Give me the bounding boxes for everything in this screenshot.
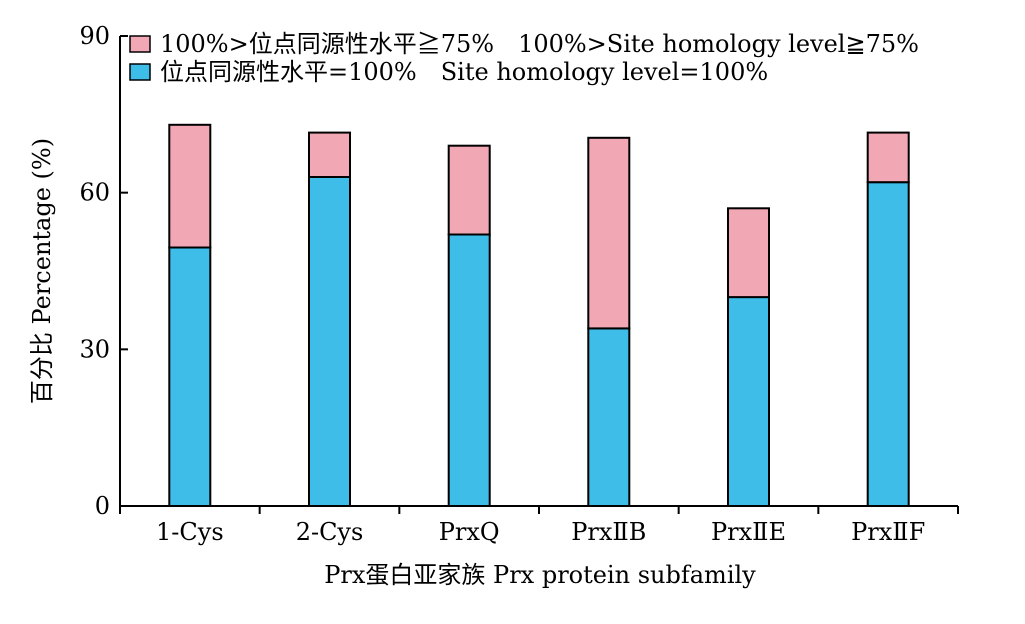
y-tick-label: 0 (95, 492, 110, 520)
bar-partial-5 (866, 131, 910, 184)
legend-label-partial: 100%>位点同源性水平≧75% 100%>Site homology leve… (160, 30, 919, 58)
bar-partial-3 (587, 136, 631, 330)
bar-partial-0 (168, 123, 212, 249)
bar-full-5 (866, 181, 910, 507)
bars-group (168, 123, 910, 507)
bar-partial-2 (447, 144, 491, 236)
x-category-label: 2-Cys (296, 518, 364, 546)
y-axis-title: 百分比 Percentage (%) (28, 138, 56, 404)
y-tick-label: 60 (79, 179, 110, 207)
legend-label-full: 位点同源性水平=100% Site homology level=100% (160, 58, 768, 86)
legend-swatch-full (129, 63, 151, 81)
y-tick-label: 30 (79, 335, 110, 363)
x-category-label: PrxⅡF (851, 518, 925, 546)
x-categories-group: 1-Cys 2-Cys PrxQ PrxⅡB PrxⅡE PrxⅡF (156, 518, 925, 546)
x-category-label: PrxⅡE (711, 518, 786, 546)
legend-swatch-partial (129, 35, 151, 53)
bar-full-4 (727, 296, 770, 507)
x-category-label: PrxⅡB (571, 518, 646, 546)
x-category-label: 1-Cys (156, 518, 224, 546)
x-axis-title: Prx蛋白亚家族 Prx protein subfamily (324, 561, 756, 589)
legend: 100%>位点同源性水平≧75% 100%>Site homology leve… (129, 30, 919, 86)
y-tick-label: 90 (79, 22, 110, 50)
bar-full-0 (168, 246, 212, 507)
bar-full-3 (587, 327, 631, 507)
x-category-label: PrxQ (439, 518, 500, 546)
bar-full-1 (308, 176, 351, 507)
bar-partial-4 (727, 207, 770, 299)
bar-full-2 (447, 233, 491, 507)
axes-group (119, 36, 959, 514)
bar-partial-1 (308, 131, 351, 179)
y-ticks-group: 0 30 60 90 (79, 22, 128, 520)
